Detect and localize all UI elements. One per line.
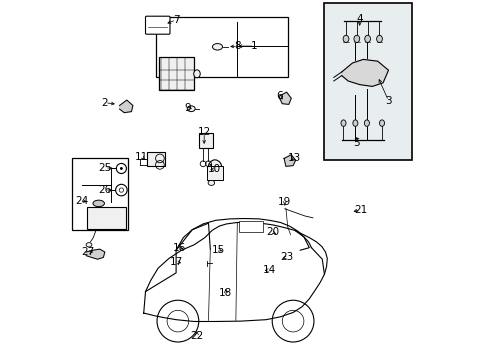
Bar xyxy=(146,152,165,166)
FancyBboxPatch shape xyxy=(323,3,411,160)
Text: 12: 12 xyxy=(197,127,210,138)
Ellipse shape xyxy=(364,120,368,126)
Text: 21: 21 xyxy=(353,204,366,215)
Ellipse shape xyxy=(86,243,92,247)
Text: 3: 3 xyxy=(385,96,391,106)
Bar xyxy=(206,166,223,180)
Ellipse shape xyxy=(212,44,222,50)
Ellipse shape xyxy=(93,200,104,207)
Text: 11: 11 xyxy=(135,152,148,162)
Ellipse shape xyxy=(207,160,222,179)
Polygon shape xyxy=(120,100,133,113)
Text: 24: 24 xyxy=(75,196,88,206)
Ellipse shape xyxy=(353,35,359,42)
Text: 8: 8 xyxy=(234,41,241,51)
FancyBboxPatch shape xyxy=(145,16,170,34)
Bar xyxy=(239,221,262,232)
Text: 26: 26 xyxy=(98,185,111,195)
Ellipse shape xyxy=(208,180,214,185)
Ellipse shape xyxy=(343,35,348,42)
Text: 14: 14 xyxy=(262,265,275,275)
Polygon shape xyxy=(284,155,295,166)
Ellipse shape xyxy=(364,35,370,42)
Ellipse shape xyxy=(193,70,200,78)
Circle shape xyxy=(120,167,122,170)
Text: 22: 22 xyxy=(190,330,203,341)
Bar xyxy=(199,133,213,148)
Text: 5: 5 xyxy=(353,138,359,148)
Ellipse shape xyxy=(340,120,346,126)
Polygon shape xyxy=(341,59,387,86)
Text: 25: 25 xyxy=(98,163,111,173)
Text: 15: 15 xyxy=(211,245,225,255)
Text: 6: 6 xyxy=(276,91,283,102)
Polygon shape xyxy=(278,92,291,104)
Polygon shape xyxy=(86,249,104,259)
Bar xyxy=(72,158,127,230)
Text: 9: 9 xyxy=(184,103,190,113)
Bar xyxy=(87,207,125,229)
Bar xyxy=(156,17,287,77)
Bar xyxy=(159,57,194,90)
Ellipse shape xyxy=(187,106,195,112)
Text: 18: 18 xyxy=(219,288,232,298)
Text: 4: 4 xyxy=(356,14,362,24)
Text: 20: 20 xyxy=(265,227,279,237)
Ellipse shape xyxy=(376,35,382,42)
Text: 2: 2 xyxy=(102,98,108,108)
Text: 16: 16 xyxy=(172,243,185,253)
Text: 27: 27 xyxy=(81,247,94,257)
Text: 7: 7 xyxy=(172,15,179,25)
Text: 1: 1 xyxy=(251,41,257,51)
Text: 17: 17 xyxy=(170,257,183,267)
Ellipse shape xyxy=(352,120,357,126)
Text: 19: 19 xyxy=(278,197,291,207)
Text: 10: 10 xyxy=(207,164,220,174)
Text: 13: 13 xyxy=(287,153,300,163)
Ellipse shape xyxy=(379,120,384,126)
Text: 23: 23 xyxy=(280,252,293,262)
